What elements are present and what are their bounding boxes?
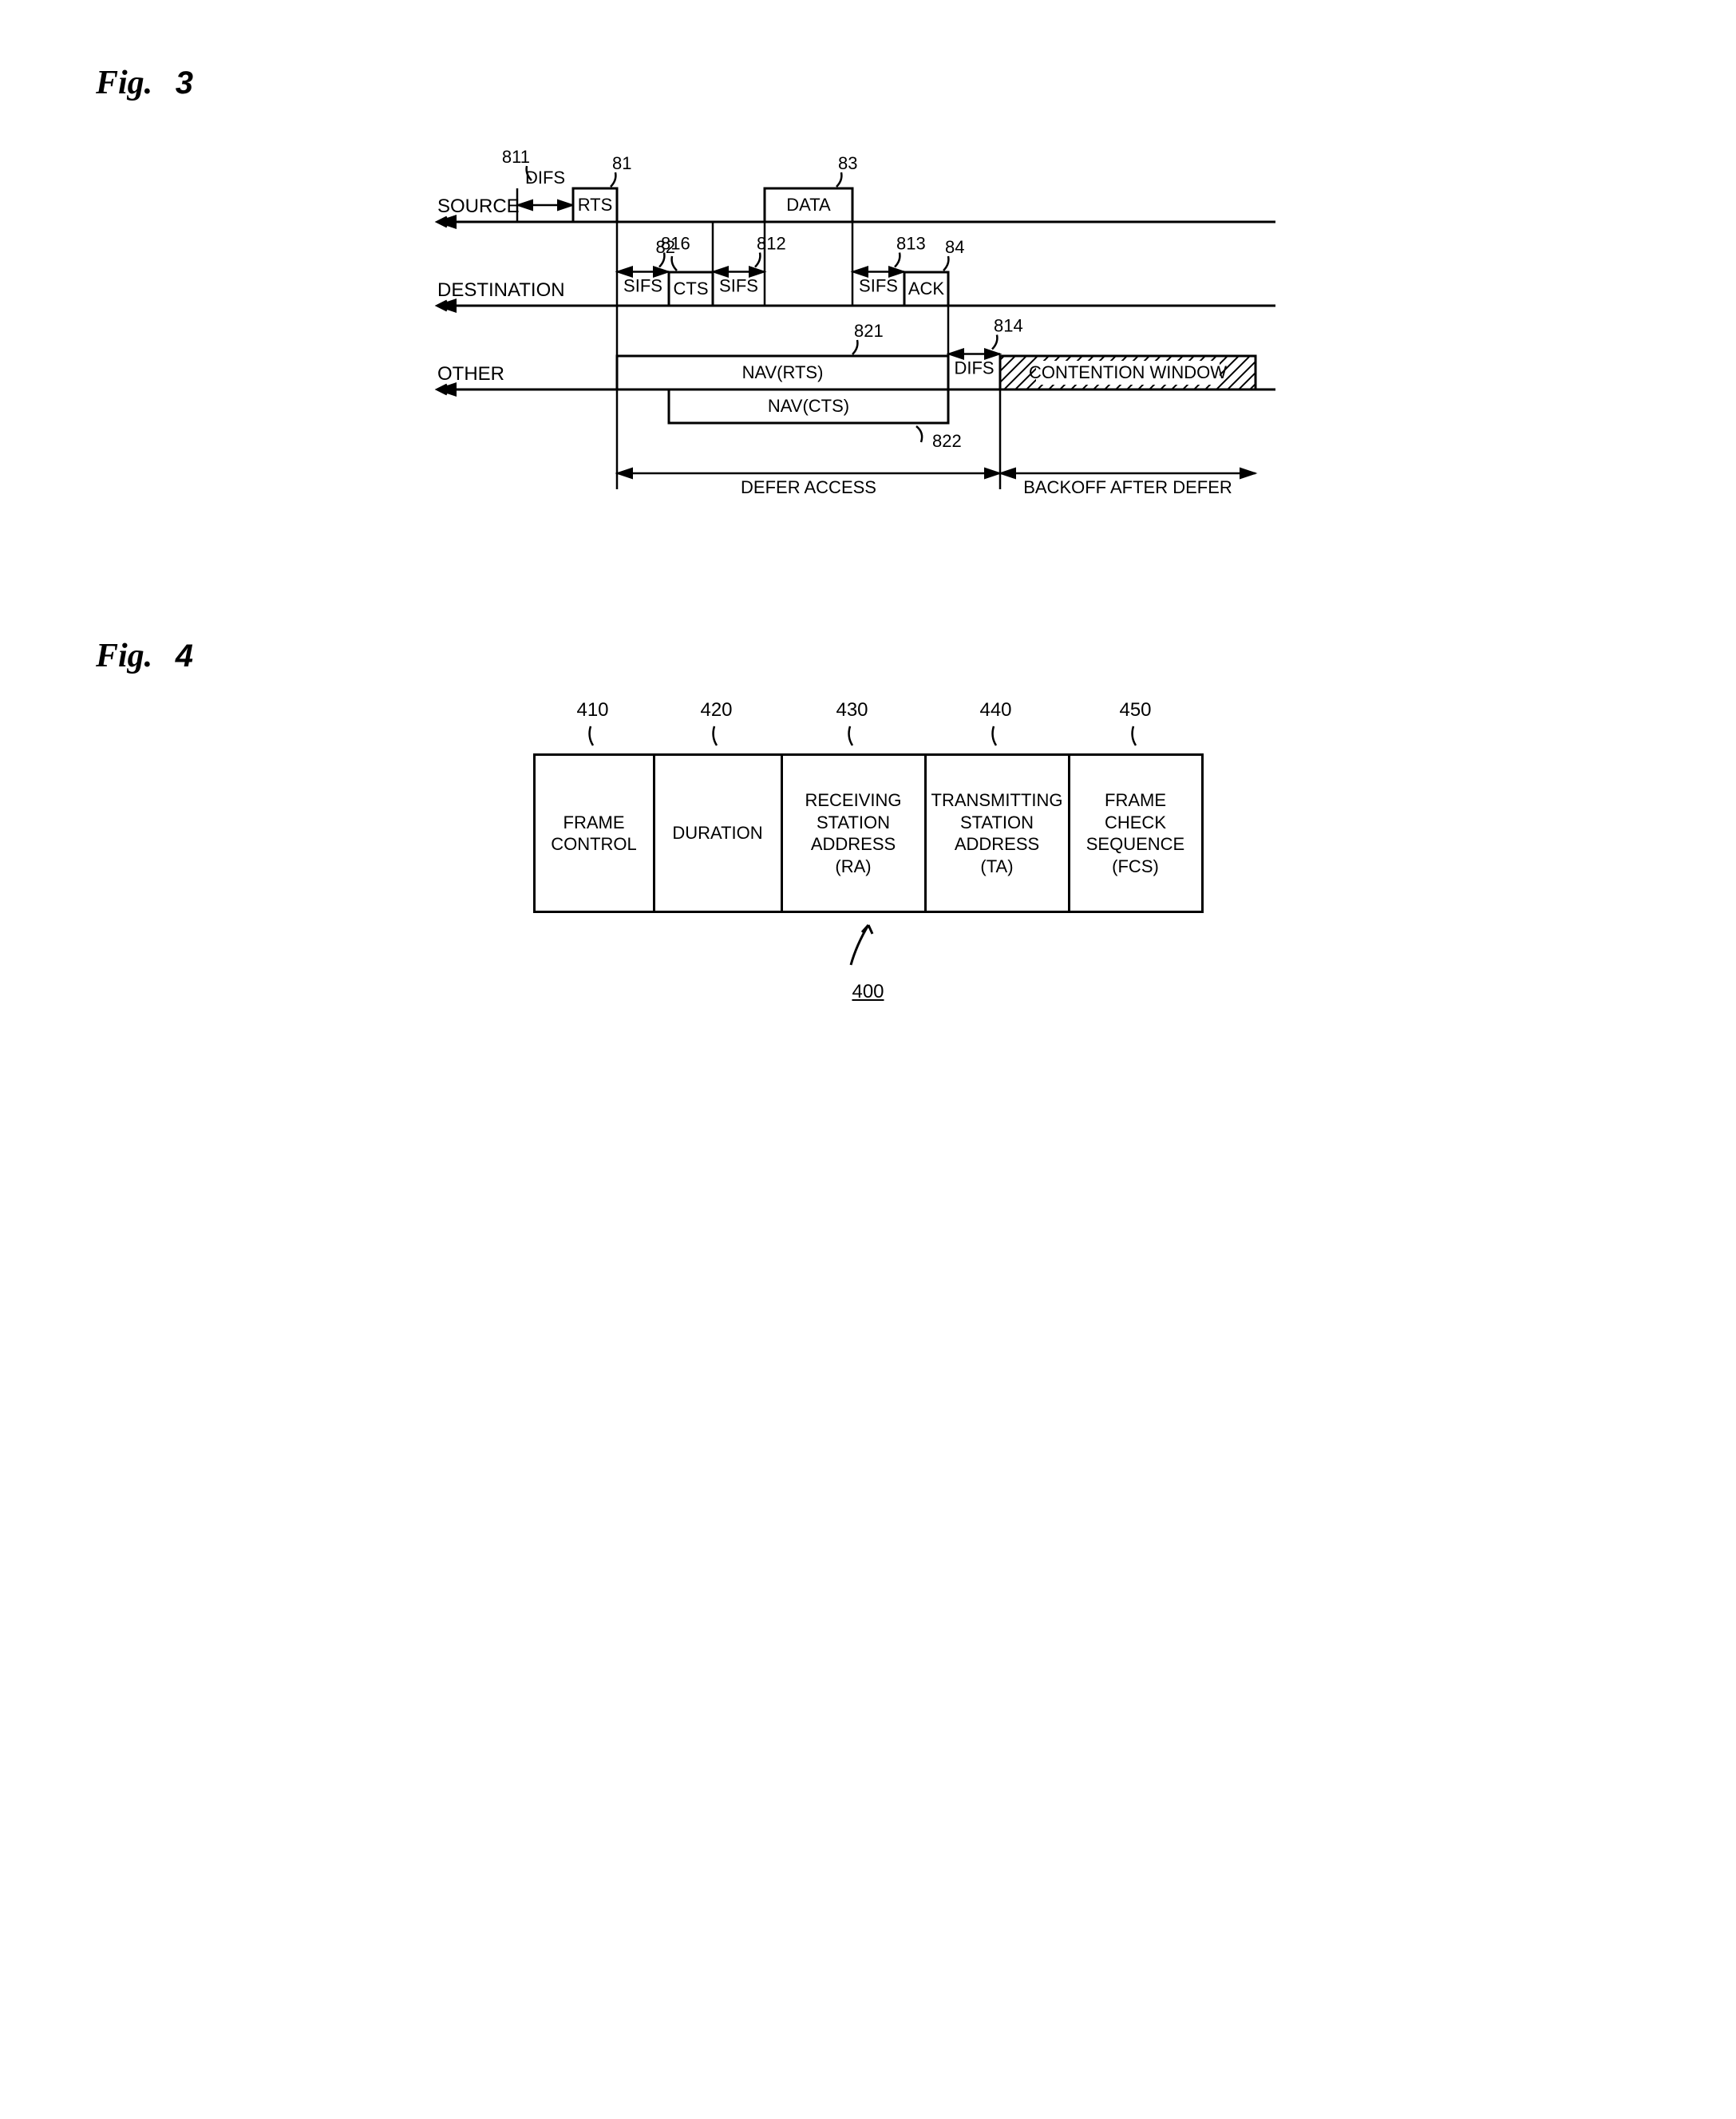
frame-field: RECEIVINGSTATIONADDRESS(RA) <box>781 753 924 913</box>
svg-text:CONTENTION WINDOW: CONTENTION WINDOW <box>1028 362 1226 382</box>
svg-text:821: 821 <box>854 321 884 341</box>
svg-text:822: 822 <box>932 431 962 451</box>
fig4-col-ref: 430 <box>781 699 924 747</box>
leader-icon <box>840 725 864 747</box>
fig4-col-ref: 420 <box>653 699 781 747</box>
svg-text:NAV(RTS): NAV(RTS) <box>741 362 823 382</box>
fig4-frame-row: FRAMECONTROLDURATIONRECEIVINGSTATIONADDR… <box>509 753 1228 913</box>
fig4-bottom-ref: 400 <box>509 921 1228 1003</box>
svg-text:811: 811 <box>501 147 529 167</box>
svg-text:SOURCE: SOURCE <box>437 196 520 217</box>
fig4-col-ref: 440 <box>924 699 1068 747</box>
ref-number: 410 <box>533 699 653 721</box>
fig3-title: Fig. 3 <box>48 64 1688 102</box>
ref-number: 450 <box>1068 699 1204 721</box>
frame-field-line: (RA) <box>835 856 871 878</box>
leader-icon <box>705 725 729 747</box>
ref-number: 440 <box>924 699 1068 721</box>
frame-field: TRANSMITTINGSTATIONADDRESS(TA) <box>924 753 1068 913</box>
frame-field-line: CONTROL <box>551 833 637 856</box>
svg-text:ACK: ACK <box>908 279 944 298</box>
frame-field-line: FRAME <box>564 812 625 834</box>
svg-text:DATA: DATA <box>786 195 831 215</box>
ref-number: 430 <box>781 699 924 721</box>
fig4-col-ref: 410 <box>533 699 653 747</box>
fig4-prefix: Fig. <box>96 638 152 674</box>
svg-text:814: 814 <box>994 316 1023 336</box>
leader-icon <box>984 725 1008 747</box>
svg-text:83: 83 <box>838 153 857 173</box>
ref-number: 420 <box>653 699 781 721</box>
frame-field: FRAMECHECKSEQUENCE(FCS) <box>1068 753 1204 913</box>
frame-field-line: CHECK <box>1105 812 1166 834</box>
frame-field-line: ADDRESS <box>955 833 1039 856</box>
frame-field-line: RECEIVING <box>805 789 901 812</box>
leader-icon <box>1124 725 1148 747</box>
svg-text:813: 813 <box>896 234 926 254</box>
fig3-number: 3 <box>176 65 193 101</box>
svg-text:BACKOFF AFTER DEFER: BACKOFF AFTER DEFER <box>1023 477 1232 497</box>
frame-field-line: STATION <box>817 812 890 834</box>
svg-text:SIFS: SIFS <box>719 276 758 296</box>
frame-field-line: TRANSMITTING <box>931 789 1063 812</box>
svg-text:82: 82 <box>655 237 674 257</box>
svg-text:SIFS: SIFS <box>859 276 898 296</box>
fig4-number: 4 <box>176 638 193 674</box>
frame-field-line: (TA) <box>980 856 1013 878</box>
fig3-diagram: SOURCEDESTINATIONOTHERDIFS811RTS81DATA83… <box>429 126 1307 541</box>
svg-text:CTS: CTS <box>673 279 708 298</box>
fig4-col-ref: 450 <box>1068 699 1204 747</box>
svg-text:DIFS: DIFS <box>954 358 994 378</box>
fig3-prefix: Fig. <box>96 65 152 101</box>
svg-text:812: 812 <box>757 234 786 254</box>
frame-field-line: DURATION <box>672 822 762 844</box>
svg-text:DESTINATION: DESTINATION <box>437 279 565 301</box>
fig4-diagram: 410 420 430 440 450 FRAMECONTROLDURATION… <box>509 699 1228 1003</box>
svg-text:DIFS: DIFS <box>524 168 564 188</box>
frame-field-line: STATION <box>960 812 1034 834</box>
svg-text:OTHER: OTHER <box>437 363 504 385</box>
frame-field: DURATION <box>653 753 781 913</box>
svg-text:DEFER ACCESS: DEFER ACCESS <box>741 477 876 497</box>
leader-icon <box>581 725 605 747</box>
fig4-pointer-icon <box>828 921 908 977</box>
fig4-ref-number: 400 <box>509 981 1228 1003</box>
svg-text:RTS: RTS <box>577 195 612 215</box>
frame-field: FRAMECONTROL <box>533 753 653 913</box>
svg-text:81: 81 <box>612 153 631 173</box>
frame-field-line: ADDRESS <box>811 833 896 856</box>
svg-text:84: 84 <box>945 237 964 257</box>
fig4-column-refs: 410 420 430 440 450 <box>509 699 1228 747</box>
svg-text:SIFS: SIFS <box>623 276 662 296</box>
frame-field-line: SEQUENCE <box>1086 833 1184 856</box>
frame-field-line: FRAME <box>1105 789 1166 812</box>
frame-field-line: (FCS) <box>1112 856 1159 878</box>
svg-text:NAV(CTS): NAV(CTS) <box>767 396 848 416</box>
fig4-title: Fig. 4 <box>48 637 1688 675</box>
